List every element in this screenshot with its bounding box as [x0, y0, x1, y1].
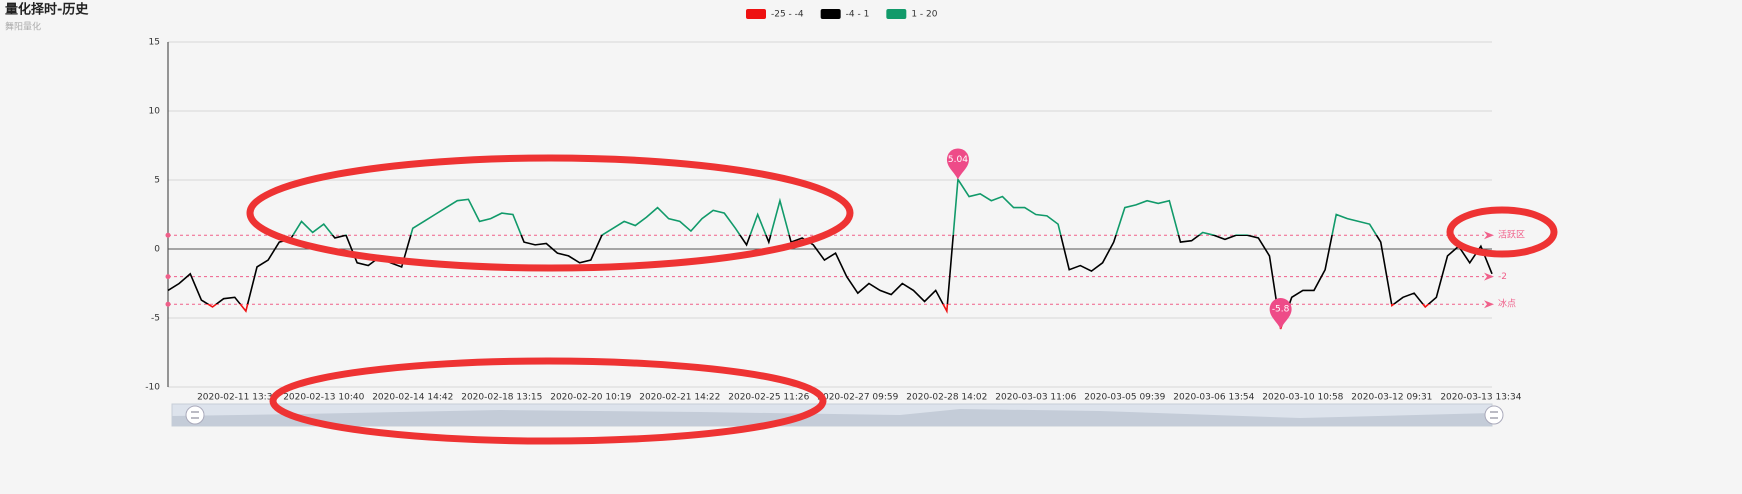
mark-point-label: -5.8 [1272, 305, 1290, 315]
mark-line-label: 冰点 [1498, 298, 1516, 310]
mark-line-start [165, 274, 171, 280]
mark-line-arrow [1484, 300, 1494, 309]
x-tick-label: 2020-02-14 14:42 [372, 393, 453, 403]
highlight-ellipse [269, 357, 827, 445]
highlight-ellipse [1446, 206, 1558, 258]
x-tick-label: 2020-02-25 11:26 [728, 393, 809, 403]
chart-subtitle: 舞阳量化 [5, 21, 41, 33]
data-zoom-slider[interactable] [171, 403, 1504, 427]
legend-label: -4 - 1 [846, 10, 870, 20]
y-tick-label: -10 [145, 383, 160, 393]
mark-point-label: 5.04 [948, 155, 968, 165]
legend-label: 1 - 20 [911, 10, 937, 20]
mark-point-pin [946, 148, 969, 180]
mark-line-arrow [1484, 231, 1494, 240]
mark-line-start [165, 232, 171, 238]
legend-label: -25 - -4 [771, 10, 804, 20]
x-tick-label: 2020-02-20 10:19 [550, 393, 631, 403]
legend-swatch [820, 9, 841, 19]
x-tick-label: 2020-03-05 09:39 [1084, 393, 1165, 403]
x-tick-label: 2020-02-18 13:15 [461, 393, 542, 403]
slider-shadow [172, 409, 1492, 426]
mark-line-start [165, 301, 171, 307]
y-tick-label: 0 [154, 245, 160, 255]
legend-swatch [886, 9, 907, 19]
x-tick-label: 2020-02-28 14:02 [906, 393, 987, 403]
x-tick-label: 2020-02-13 10:40 [283, 393, 364, 403]
legend-swatch [746, 9, 766, 19]
x-tick-label: 2020-02-27 09:59 [817, 393, 898, 403]
legend: -25 - -4 -4 - 1 1 - 20 [746, 9, 938, 20]
y-tick-label: 15 [149, 38, 160, 48]
mark-line-arrow [1484, 272, 1494, 281]
slider-handle[interactable] [185, 405, 205, 425]
slider-handle[interactable] [1484, 405, 1504, 425]
y-tick-label: 5 [154, 176, 160, 186]
x-tick-label: 2020-03-12 09:31 [1351, 393, 1432, 403]
x-tick-label: 2020-03-06 13:54 [1173, 393, 1254, 403]
annotations [246, 154, 1558, 445]
x-tick-label: 2020-03-03 11:06 [995, 393, 1076, 403]
x-tick-label: 2020-02-11 13:3 [197, 393, 272, 403]
mark-line-label: 活跃区 [1498, 229, 1525, 241]
x-tick-label: 2020-03-13 13:34 [1440, 393, 1521, 403]
y-tick-label: -5 [151, 314, 160, 324]
highlight-ellipse [246, 154, 854, 272]
mark-point-pin [1269, 298, 1292, 330]
y-tick-label: 10 [149, 107, 161, 117]
mark-line-label: -2 [1498, 272, 1507, 282]
x-tick-label: 2020-02-21 14:22 [639, 393, 720, 403]
x-tick-label: 2020-03-10 10:58 [1262, 393, 1343, 403]
plot-area: -10 -5 0 5 10 15 2020-02-11 13:3 2020-02-13 10:… [145, 38, 1525, 403]
chart-title: 量化择时-历史 [5, 2, 89, 18]
